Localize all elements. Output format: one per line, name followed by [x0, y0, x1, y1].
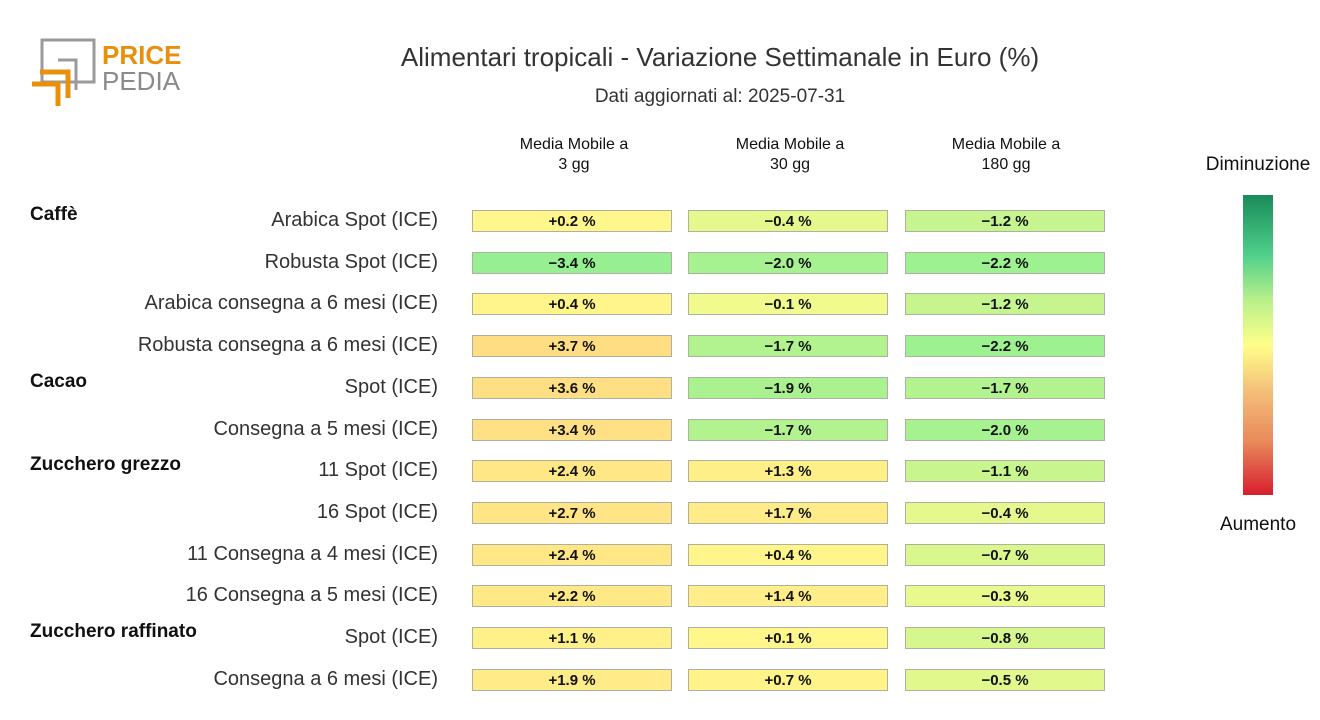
column-header: Media Mobile a 30 gg	[688, 135, 892, 175]
row-label: Consegna a 6 mesi (ICE)	[213, 668, 438, 690]
group-label: Zucchero grezzo	[30, 454, 181, 475]
column-header-line2: 180 gg	[981, 156, 1031, 173]
row-label: Spot (ICE)	[344, 376, 438, 398]
heatmap-cell: −0.8 %	[905, 627, 1105, 649]
heatmap-cell: −1.7 %	[688, 335, 888, 357]
heatmap-cell: +1.1 %	[472, 627, 672, 649]
column-header-line1: Media Mobile a	[951, 136, 1061, 153]
heatmap-cell: +3.4 %	[472, 419, 672, 441]
heatmap-cell: +2.4 %	[472, 460, 672, 482]
logo-text-pedia: PEDIA	[102, 66, 181, 96]
row-label: Robusta consegna a 6 mesi (ICE)	[137, 334, 438, 356]
pricepedia-logo: PRICE PEDIA	[32, 38, 181, 106]
chart-title: Alimentari tropicali - Variazione Settim…	[400, 42, 1040, 72]
legend-bottom-label: Aumento	[1219, 514, 1297, 535]
row-label: Spot (ICE)	[344, 626, 438, 648]
row-label: 11 Spot (ICE)	[318, 459, 438, 481]
heatmap-cell: −1.2 %	[905, 293, 1105, 315]
column-header-line2: 30 gg	[769, 156, 811, 173]
heatmap-cell: −0.4 %	[688, 210, 888, 232]
row-label: Arabica consegna a 6 mesi (ICE)	[144, 292, 438, 314]
heatmap-cell: −0.5 %	[905, 669, 1105, 691]
row-label: 11 Consegna a 4 mesi (ICE)	[187, 543, 438, 565]
heatmap-cell: −0.1 %	[688, 293, 888, 315]
column-header: Media Mobile a 3 gg	[472, 135, 676, 175]
heatmap-cell: +3.7 %	[472, 335, 672, 357]
heatmap-cell: +0.1 %	[688, 627, 888, 649]
heatmap-cell: −2.2 %	[905, 252, 1105, 274]
group-label: Caffè	[30, 204, 78, 225]
heatmap-cell: +2.2 %	[472, 585, 672, 607]
heatmap-cell: +3.6 %	[472, 377, 672, 399]
heatmap-cell: −2.0 %	[688, 252, 888, 274]
column-header: Media Mobile a 180 gg	[904, 135, 1108, 175]
heatmap-cell: +0.4 %	[472, 293, 672, 315]
heatmap-cell: −0.7 %	[905, 544, 1105, 566]
legend-top-label: Diminuzione	[1205, 154, 1311, 175]
column-header-line1: Media Mobile a	[519, 136, 629, 153]
column-header-line2: 3 gg	[558, 156, 590, 173]
heatmap-cell: +1.7 %	[688, 502, 888, 524]
heatmap-cell: −0.3 %	[905, 585, 1105, 607]
heatmap-cell: −1.7 %	[905, 377, 1105, 399]
row-label: Robusta Spot (ICE)	[264, 251, 438, 273]
heatmap-cell: −2.2 %	[905, 335, 1105, 357]
column-header-line1: Media Mobile a	[735, 136, 845, 153]
row-label: Arabica Spot (ICE)	[271, 209, 438, 231]
legend-color-scale	[1243, 195, 1273, 495]
row-label: Consegna a 5 mesi (ICE)	[213, 418, 438, 440]
heatmap-cell: +0.2 %	[472, 210, 672, 232]
heatmap-cell: +0.7 %	[688, 669, 888, 691]
heatmap-cell: +1.4 %	[688, 585, 888, 607]
heatmap-cell: −1.1 %	[905, 460, 1105, 482]
heatmap-cell: +2.7 %	[472, 502, 672, 524]
row-label: 16 Consegna a 5 mesi (ICE)	[185, 584, 438, 606]
heatmap-cell: +2.4 %	[472, 544, 672, 566]
row-label: 16 Spot (ICE)	[316, 501, 438, 523]
group-label: Cacao	[30, 371, 88, 392]
heatmap-cell: −0.4 %	[905, 502, 1105, 524]
logo-text-price: PRICE	[102, 40, 181, 70]
heatmap-cell: +1.3 %	[688, 460, 888, 482]
heatmap-cell: −1.7 %	[688, 419, 888, 441]
group-label: Zucchero raffinato	[30, 621, 197, 642]
heatmap-cell: −1.9 %	[688, 377, 888, 399]
chart-subtitle: Dati aggiornati al: 2025-07-31	[594, 86, 846, 107]
heatmap-cell: −2.0 %	[905, 419, 1105, 441]
heatmap-cell: +0.4 %	[688, 544, 888, 566]
heatmap-cell: −1.2 %	[905, 210, 1105, 232]
heatmap-cell: +1.9 %	[472, 669, 672, 691]
heatmap-cell: −3.4 %	[472, 252, 672, 274]
